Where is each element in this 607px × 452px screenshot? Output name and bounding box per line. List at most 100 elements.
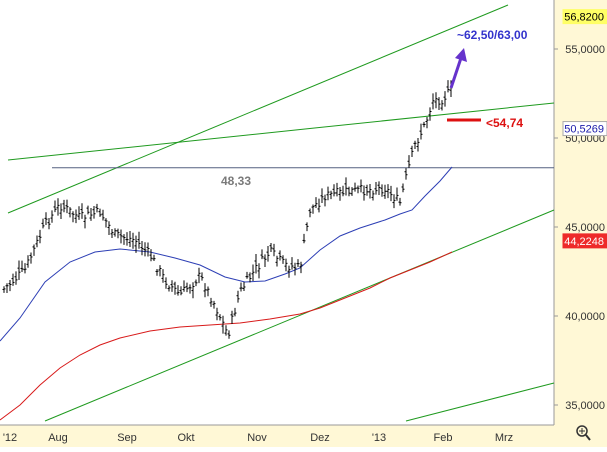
ohlc-bar: [167, 285, 171, 292]
y-tick-label: 35,0000: [565, 400, 605, 412]
price-tag-bg: [562, 121, 607, 137]
ohlc-bar: [356, 185, 360, 194]
ohlc-bar: [218, 314, 222, 321]
ohlc-bar: [98, 208, 102, 217]
ohlc-bar: [176, 285, 180, 296]
price-tags-group: 56,8200 50,5269 44,2248: [562, 9, 607, 249]
ohlc-bar: [311, 204, 315, 214]
magnifier-icon[interactable]: [576, 425, 591, 441]
ohlc-bar: [26, 255, 30, 268]
ohlc-bar: [431, 93, 435, 110]
ohlc-bar: [410, 145, 414, 157]
ohlc-bar: [302, 233, 306, 244]
moving-average-blue: [0, 166, 453, 342]
ohlc-bar: [194, 279, 198, 287]
price-tag: 50,5269: [562, 121, 607, 137]
ohlc-bar: [212, 300, 216, 309]
ohlc-bar: [284, 258, 288, 272]
x-axis-panel: [0, 425, 607, 447]
ohlc-bar: [335, 182, 339, 197]
ohlc-bar: [164, 277, 168, 289]
ohlc-bar: [242, 282, 246, 292]
ohlc-bar: [275, 255, 279, 267]
ohlc-bar: [290, 257, 294, 270]
target-arrow-head: [455, 48, 467, 62]
ohlc-bar: [206, 286, 210, 297]
ohlc-bar: [143, 242, 147, 257]
ohlc-bar: [269, 242, 273, 252]
ohlc-bar: [221, 315, 225, 334]
ohlc-bar: [308, 208, 312, 218]
ohlc-bar: [185, 282, 189, 293]
ohlc-bar: [443, 91, 447, 107]
x-tick-label: Sep: [117, 432, 137, 444]
ohlc-bar: [200, 272, 204, 281]
ohlc-bar: [401, 183, 405, 193]
price-tag: 44,2248: [562, 233, 607, 249]
ohlc-bar: [320, 188, 324, 203]
ohlc-bar: [233, 307, 237, 317]
ohlc-bar: [53, 200, 57, 213]
ohlc-bar: [35, 235, 39, 248]
ohlc-bar: [32, 244, 36, 256]
trendline: [405, 382, 555, 422]
ohlc-bar: [95, 203, 99, 213]
ohlc-bar: [239, 282, 243, 292]
ohlc-bar: [272, 243, 276, 257]
ohlc-bar: [86, 205, 90, 215]
ohlc-bar: [23, 263, 27, 274]
ohlc-bar: [377, 181, 381, 196]
ohlc-bar: [314, 197, 318, 208]
ohlc-bar: [56, 198, 60, 216]
ohlc-bar: [338, 186, 342, 201]
trendlines-group: [7, 4, 555, 422]
x-tick-label: Feb: [434, 432, 453, 444]
ohlc-bar: [131, 232, 135, 249]
ohlc-bar: [158, 265, 162, 277]
ohlc-bar: [188, 284, 192, 294]
y-axis-panel: [554, 0, 607, 425]
ohlc-bar: [425, 116, 429, 129]
ohlc-bar: [296, 259, 300, 268]
ohlc-bar: [317, 198, 321, 213]
ohlc-bar: [59, 203, 63, 220]
ohlc-bar: [395, 187, 399, 201]
ohlc-bar: [359, 179, 363, 193]
ohlc-bar: [347, 186, 351, 197]
ohlc-bar: [362, 185, 366, 201]
y-tick-label: 55,0000: [565, 44, 605, 56]
ohlc-bar: [146, 242, 150, 257]
ohlc-bar: [422, 121, 426, 128]
ohlc-bar: [353, 182, 357, 192]
x-tick-label: Mrz: [495, 432, 513, 444]
ohlc-bar: [155, 269, 159, 276]
annotation-support: <54,74: [486, 116, 523, 130]
ohlc-bar: [326, 186, 330, 201]
ohlc-bar: [404, 168, 408, 180]
ohlc-bar: [173, 281, 177, 295]
ohlc-bar: [113, 228, 117, 237]
ohlc-bar: [47, 218, 51, 230]
ohlc-bars-group: [2, 80, 453, 339]
ohlc-bar: [8, 279, 12, 292]
ohlc-bar: [92, 206, 96, 219]
ohlc-bar: [14, 271, 18, 285]
annotation-level: 48,33: [221, 174, 251, 188]
ohlc-bar: [266, 246, 270, 262]
ohlc-bar: [305, 222, 309, 232]
price-tag-text: 44,2248: [564, 236, 604, 248]
ohlc-bar: [137, 231, 141, 249]
ohlc-bar: [71, 211, 75, 223]
ohlc-bar: [2, 286, 6, 293]
ohlc-bar: [179, 286, 183, 296]
ohlc-bar: [134, 235, 138, 253]
ohlc-bar: [50, 210, 54, 223]
trendline: [7, 102, 555, 161]
ohlc-bar: [20, 260, 24, 273]
ohlc-bar: [17, 260, 21, 281]
ohlc-bar: [191, 282, 195, 299]
ohlc-bar: [383, 184, 387, 199]
ohlc-bar: [197, 267, 201, 284]
ohlc-bar: [386, 184, 390, 199]
ohlc-bar: [440, 100, 444, 111]
